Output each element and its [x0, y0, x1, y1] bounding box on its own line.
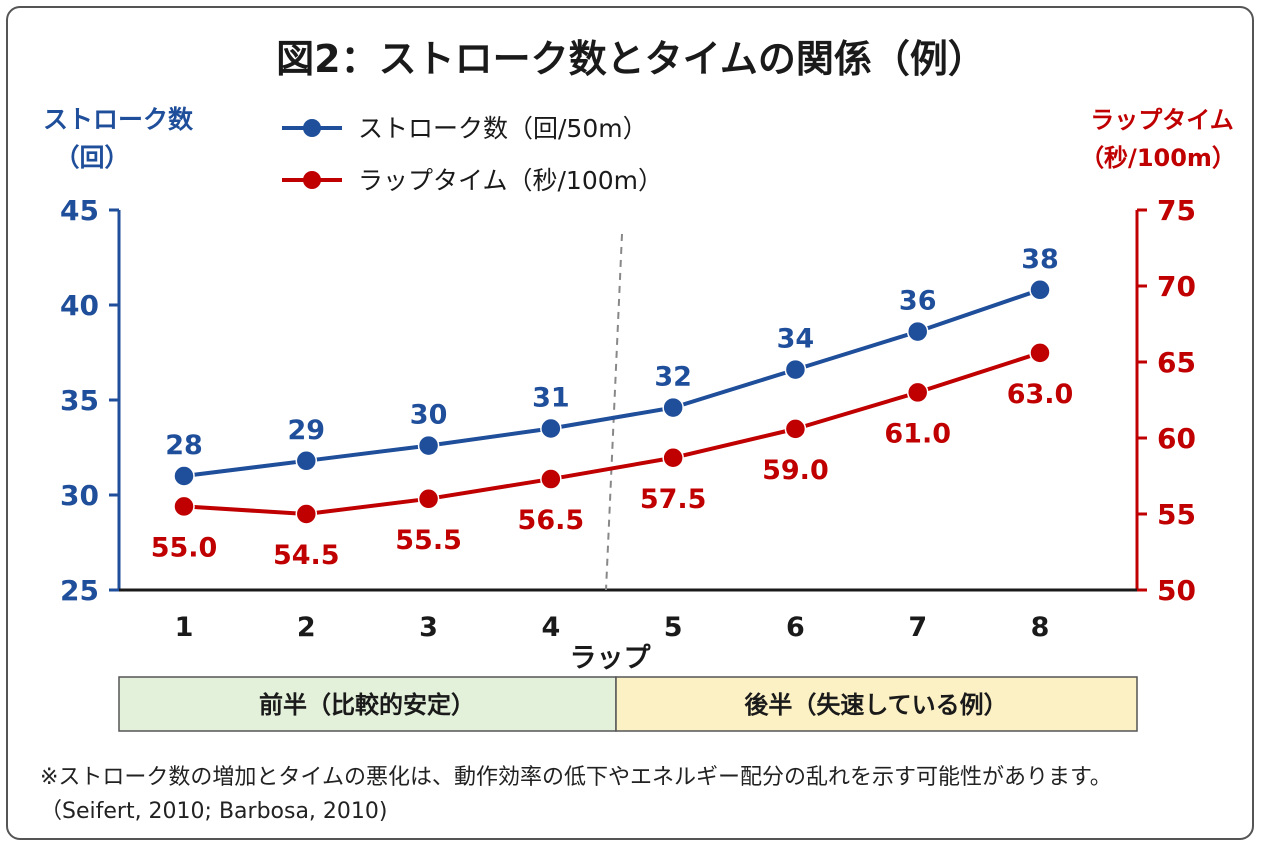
laptime-line: [183, 350, 1041, 516]
phase-first-half: [118, 676, 617, 732]
left-tick-label: 45: [60, 194, 99, 227]
laptime-data-label: 55.0: [151, 532, 218, 563]
x-tick-label: 8: [1031, 612, 1050, 643]
laptime-data-label: 59.0: [762, 455, 829, 486]
strokes-line: [183, 287, 1041, 478]
strokes-point: [784, 358, 807, 381]
footnote-citation: （Seifert, 2010; Barbosa, 2010): [40, 799, 388, 824]
phase-second-half: [615, 676, 1138, 732]
legend: ストローク数（回/50m） ラップタイム（秒/100m）: [282, 114, 663, 195]
x-axis-label: ラップ: [570, 643, 652, 674]
x-tick-label: 5: [664, 612, 683, 643]
right-tick-label: 75: [1157, 194, 1196, 227]
strokes-data-label: 32: [654, 362, 692, 393]
legend-marker-strokes: [303, 119, 321, 137]
phase-first-half-label: 前半（比較的安定）: [259, 691, 475, 719]
strokes-data-label: 34: [777, 324, 815, 355]
laptime-data-label: 61.0: [884, 418, 951, 449]
laptime-point: [784, 418, 807, 440]
laptime-point: [295, 503, 318, 525]
left-tick-label: 25: [60, 574, 99, 607]
series-laptime: 55.0 54.5 55.5 56.5 57.5 59.0 61.0 63.0: [151, 342, 1074, 571]
strokes-data-label: 36: [899, 286, 937, 317]
laptime-data-label: 57.5: [640, 484, 707, 515]
laptime-data-label: 54.5: [273, 540, 340, 571]
divider-line: [605, 233, 623, 591]
laptime-point: [1029, 342, 1051, 364]
legend-marker-laptime: [303, 171, 321, 189]
laptime-point: [906, 381, 929, 404]
phase-divider: [605, 233, 623, 591]
strokes-data-label: 31: [532, 383, 570, 414]
x-tick-label: 6: [786, 612, 805, 643]
legend-label-strokes: ストローク数（回/50m）: [358, 114, 648, 143]
laptime-point: [662, 447, 684, 469]
series-strokes: 28 29 30 31 32 34 36 38: [165, 244, 1059, 487]
strokes-point: [1029, 279, 1051, 301]
phase-bar: 前半（比較的安定） 後半（失速している例）: [118, 676, 1138, 732]
footnote: ※ストローク数の増加とタイムの悪化は、動作効率の低下やエネルギー配分の乱れを示す…: [40, 765, 1112, 790]
strokes-point: [173, 465, 195, 487]
legend-label-laptime: ラップタイム（秒/100m）: [358, 166, 663, 195]
laptime-point: [173, 495, 195, 518]
left-axis-title: ストローク数: [43, 105, 194, 134]
right-axis-unit: （秒/100m）: [1080, 144, 1236, 172]
strokes-point: [540, 417, 562, 440]
right-tick-label: 55: [1157, 498, 1196, 531]
phase-second-half-label: 後半（失速している例）: [744, 691, 1007, 719]
strokes-data-label: 29: [287, 415, 325, 446]
laptime-data-label: 56.5: [518, 505, 585, 536]
laptime-point: [417, 488, 440, 510]
strokes-point: [906, 320, 929, 343]
left-axis-unit: （回）: [54, 143, 129, 172]
x-tick-label: 7: [908, 612, 927, 643]
laptime-point: [540, 468, 562, 490]
right-axis-title: ラップタイム: [1090, 106, 1234, 134]
x-tick-label: 3: [419, 612, 438, 643]
strokes-data-label: 28: [165, 430, 203, 461]
x-tick-label: 4: [541, 612, 560, 643]
strokes-data-label: 38: [1021, 244, 1059, 275]
strokes-point: [662, 396, 684, 419]
left-tick-label: 35: [60, 384, 99, 417]
chart-title: 図2：ストローク数とタイムの関係（例）: [276, 37, 986, 81]
right-tick-label: 50: [1157, 574, 1196, 607]
x-tick-label: 1: [175, 612, 194, 643]
right-tick-label: 60: [1157, 422, 1196, 455]
strokes-data-label: 30: [410, 400, 448, 431]
right-tick-label: 70: [1157, 270, 1196, 303]
laptime-data-label: 55.5: [395, 525, 462, 556]
x-tick-label: 2: [297, 612, 316, 643]
left-tick-label: 40: [60, 289, 99, 322]
laptime-data-label: 63.0: [1007, 379, 1074, 410]
strokes-point: [417, 434, 440, 457]
left-tick-label: 30: [60, 479, 99, 512]
right-tick-label: 65: [1157, 346, 1196, 379]
strokes-point: [295, 450, 318, 472]
